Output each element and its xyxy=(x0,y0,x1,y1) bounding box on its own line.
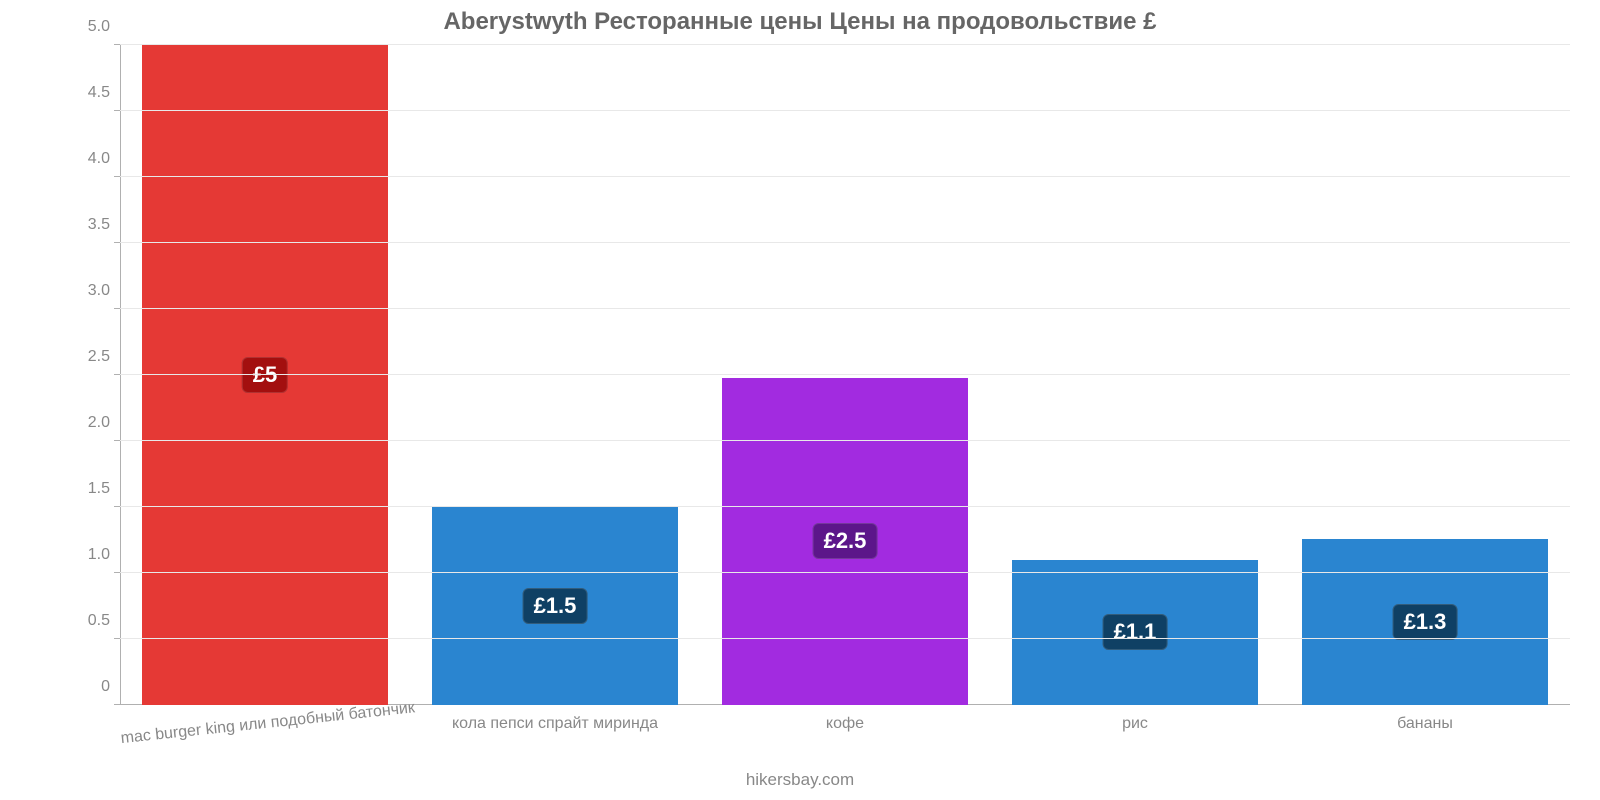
x-axis-label: бананы xyxy=(1280,715,1570,733)
bar-slot: £2.5кофе xyxy=(700,45,990,705)
bar: £5 xyxy=(142,45,389,705)
y-tick-label: 3.0 xyxy=(80,282,120,300)
gridline xyxy=(120,110,1570,111)
y-tick-label: 5.0 xyxy=(80,18,120,36)
y-tick-mark xyxy=(114,440,120,441)
bar-slot: £1.3бананы xyxy=(1280,45,1570,705)
y-tick-mark xyxy=(114,110,120,111)
y-tick-mark xyxy=(114,374,120,375)
y-tick-label: 1.0 xyxy=(80,546,120,564)
x-axis-label: кола пепси спрайт миринда xyxy=(410,715,700,733)
x-axis-label: mac burger king или подобный батончик xyxy=(120,700,410,748)
bar: £1.3 xyxy=(1302,539,1549,705)
x-axis-label: рис xyxy=(990,715,1280,733)
y-tick-mark xyxy=(114,176,120,177)
gridline xyxy=(120,374,1570,375)
bars-wrap: £5mac burger king или подобный батончик£… xyxy=(120,45,1570,705)
y-tick-mark xyxy=(114,572,120,573)
bar: £2.5 xyxy=(722,378,969,705)
gridline xyxy=(120,506,1570,507)
gridline xyxy=(120,44,1570,45)
bar-value-label: £5 xyxy=(242,357,288,393)
y-tick-label: 3.5 xyxy=(80,216,120,234)
bar: £1.5 xyxy=(432,507,679,705)
bar-slot: £1.5кола пепси спрайт миринда xyxy=(410,45,700,705)
attribution: hikersbay.com xyxy=(0,770,1600,790)
bar-value-label: £1.5 xyxy=(523,588,588,624)
y-tick-label: 2.0 xyxy=(80,414,120,432)
y-tick-mark xyxy=(114,638,120,639)
y-tick-label: 0.5 xyxy=(80,612,120,630)
y-tick-label: 2.5 xyxy=(80,348,120,366)
y-tick-label: 4.5 xyxy=(80,84,120,102)
bar-slot: £5mac burger king или подобный батончик xyxy=(120,45,410,705)
bar-value-label: £1.3 xyxy=(1393,604,1458,640)
gridline xyxy=(120,638,1570,639)
gridline xyxy=(120,572,1570,573)
gridline xyxy=(120,308,1570,309)
chart-title: Aberystwyth Ресторанные цены Цены на про… xyxy=(0,8,1600,36)
gridline xyxy=(120,440,1570,441)
chart-container: Aberystwyth Ресторанные цены Цены на про… xyxy=(0,0,1600,800)
bar-value-label: £1.1 xyxy=(1103,614,1168,650)
y-tick-mark xyxy=(114,44,120,45)
plot-area: £5mac burger king или подобный батончик£… xyxy=(120,45,1570,705)
y-tick-label: 0 xyxy=(80,678,120,696)
gridline xyxy=(120,176,1570,177)
bar-slot: £1.1рис xyxy=(990,45,1280,705)
y-tick-label: 1.5 xyxy=(80,480,120,498)
y-tick-mark xyxy=(114,242,120,243)
y-tick-mark xyxy=(114,506,120,507)
bar: £1.1 xyxy=(1012,560,1259,705)
bar-value-label: £2.5 xyxy=(813,523,878,559)
y-tick-mark xyxy=(114,704,120,705)
x-axis-label: кофе xyxy=(700,715,990,733)
gridline xyxy=(120,242,1570,243)
y-tick-mark xyxy=(114,308,120,309)
y-tick-label: 4.0 xyxy=(80,150,120,168)
